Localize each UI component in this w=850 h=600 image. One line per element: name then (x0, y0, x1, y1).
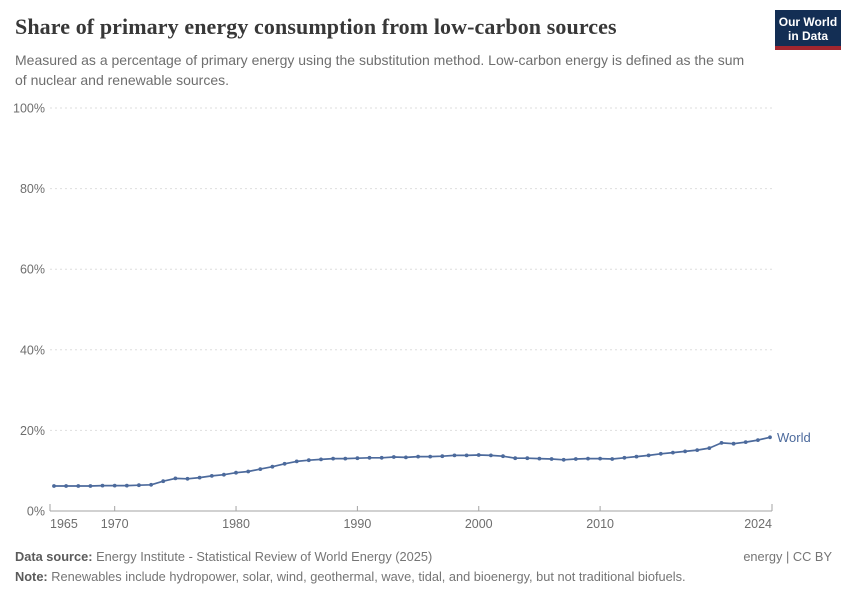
data-point[interactable] (88, 484, 93, 488)
owid-logo[interactable]: Our World in Data (775, 10, 841, 50)
data-point[interactable] (258, 467, 263, 471)
data-point[interactable] (707, 446, 712, 450)
data-point[interactable] (549, 457, 554, 461)
data-point[interactable] (501, 454, 505, 459)
series-end-label[interactable]: World (777, 430, 811, 445)
data-point[interactable] (695, 448, 700, 452)
data-point[interactable] (719, 441, 724, 445)
data-point[interactable] (513, 456, 518, 461)
note-label: Note: (15, 569, 48, 584)
data-point[interactable] (658, 451, 663, 456)
footer-note-row: Note: Renewables include hydropower, sol… (15, 567, 832, 587)
data-point[interactable] (610, 457, 615, 461)
owid-logo-line2: in Data (787, 29, 828, 43)
data-point[interactable] (294, 459, 299, 464)
data-point[interactable] (246, 469, 251, 474)
plot-area[interactable]: 0% 20% 40% 60% 80% 100% 1965 1970 1980 1990 2000 20… (0, 85, 850, 545)
footer-sources-row: Data source: Energy Institute - Statisti… (15, 547, 832, 567)
data-point[interactable] (489, 453, 493, 458)
data-point[interactable] (343, 456, 348, 461)
data-point[interactable] (634, 454, 639, 459)
license-text[interactable]: energy | CC BY (743, 549, 832, 564)
data-point[interactable] (331, 456, 335, 461)
data-point[interactable] (440, 454, 445, 459)
data-point[interactable] (173, 476, 178, 481)
data-point[interactable] (197, 475, 202, 480)
data-point[interactable] (731, 441, 736, 446)
data-point[interactable] (161, 479, 166, 484)
data-point[interactable] (671, 450, 675, 455)
y-axis-label: 0% (27, 505, 45, 519)
data-point[interactable] (391, 455, 396, 459)
y-axis-label: 100% (13, 102, 45, 116)
data-point[interactable] (768, 435, 772, 440)
y-axis-label: 20% (20, 424, 45, 438)
data-point[interactable] (112, 483, 117, 488)
data-point[interactable] (464, 453, 469, 458)
data-point[interactable] (404, 455, 408, 460)
data-point[interactable] (537, 456, 542, 461)
data-point[interactable] (598, 456, 602, 461)
data-point[interactable] (137, 483, 141, 488)
chart-subtitle: Measured as a percentage of primary ener… (15, 52, 745, 88)
data-point[interactable] (379, 455, 384, 460)
data-point[interactable] (561, 457, 566, 462)
data-point[interactable] (149, 482, 154, 487)
x-axis-label: 1965 (50, 517, 78, 531)
data-point[interactable] (355, 456, 360, 461)
chart-svg[interactable]: 0% 20% 40% 60% 80% 100% 1965 1970 1980 1990 2000 20… (0, 85, 850, 545)
data-point[interactable] (646, 453, 651, 458)
chart-footer: Data source: Energy Institute - Statisti… (15, 547, 832, 587)
y-axis-label: 60% (20, 263, 45, 277)
data-source-line[interactable]: Data source: Energy Institute - Statisti… (15, 547, 432, 567)
data-point[interactable] (282, 461, 287, 466)
data-point[interactable] (209, 474, 214, 478)
data-point[interactable] (64, 484, 68, 488)
x-axis-label: 1980 (222, 517, 250, 531)
data-point[interactable] (234, 470, 238, 475)
data-point[interactable] (416, 454, 420, 459)
data-point[interactable] (319, 457, 323, 462)
x-axis-label: 1990 (343, 517, 371, 531)
data-point[interactable] (100, 483, 105, 488)
chart-title: Share of primary energy consumption from… (15, 14, 617, 39)
data-point[interactable] (586, 456, 590, 461)
x-axis-label: 2000 (465, 517, 493, 531)
y-axis-label: 80% (20, 182, 45, 196)
data-point[interactable] (573, 457, 578, 461)
data-point[interactable] (756, 438, 760, 442)
data-point[interactable] (52, 484, 56, 488)
data-point[interactable] (743, 440, 748, 444)
data-point[interactable] (452, 453, 457, 458)
data-point[interactable] (124, 483, 129, 488)
y-axis-label: 40% (20, 343, 45, 357)
note-text: Renewables include hydropower, solar, wi… (51, 569, 686, 584)
data-point[interactable] (683, 449, 687, 454)
data-point[interactable] (476, 453, 481, 457)
x-axis-label: 2024 (744, 517, 772, 531)
owid-logo-line1: Our World (778, 15, 838, 29)
data-point[interactable] (622, 455, 627, 460)
trend-line[interactable] (53, 436, 771, 487)
x-axis-label: 1970 (101, 517, 129, 531)
data-point[interactable] (428, 454, 433, 459)
data-point[interactable] (185, 476, 190, 481)
data-source-text: Energy Institute - Statistical Review of… (96, 549, 433, 564)
data-point[interactable] (76, 484, 81, 488)
x-axis-label: 2010 (586, 517, 614, 531)
data-point[interactable] (270, 464, 275, 469)
data-point[interactable] (525, 456, 530, 461)
data-point[interactable] (306, 458, 311, 463)
data-point[interactable] (367, 455, 372, 460)
data-point[interactable] (222, 472, 226, 477)
data-source-label: Data source: (15, 549, 93, 564)
